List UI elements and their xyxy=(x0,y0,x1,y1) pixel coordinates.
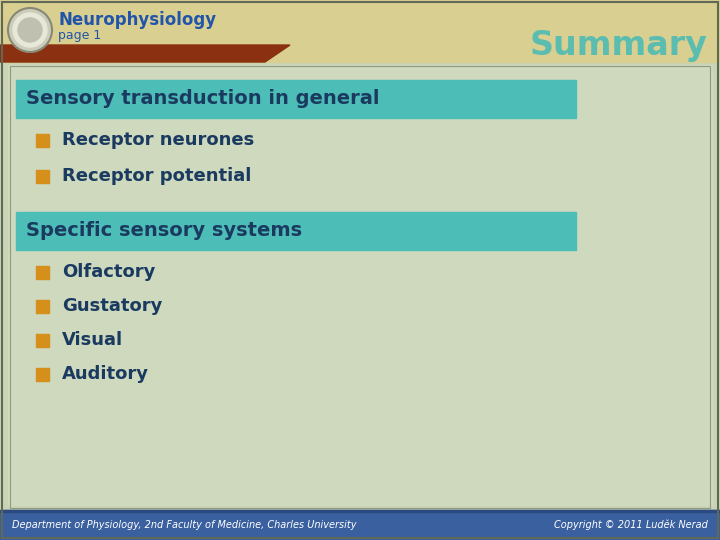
Text: page 1: page 1 xyxy=(58,30,102,43)
Text: Specific sensory systems: Specific sensory systems xyxy=(26,221,302,240)
Text: Copyright © 2011 Luděk Nerad: Copyright © 2011 Luděk Nerad xyxy=(554,519,708,530)
Bar xyxy=(0,510,720,511)
Text: Gustatory: Gustatory xyxy=(62,297,163,315)
Circle shape xyxy=(18,18,42,42)
Bar xyxy=(16,80,576,118)
Circle shape xyxy=(13,13,47,47)
Circle shape xyxy=(8,8,52,52)
Bar xyxy=(36,368,49,381)
Text: Sensory transduction in general: Sensory transduction in general xyxy=(26,90,379,109)
Bar xyxy=(0,510,720,540)
Text: Visual: Visual xyxy=(62,331,123,349)
Bar xyxy=(10,66,710,508)
Text: Department of Physiology, 2nd Faculty of Medicine, Charles University: Department of Physiology, 2nd Faculty of… xyxy=(12,520,356,530)
Text: Summary: Summary xyxy=(530,30,708,63)
Bar xyxy=(16,212,576,250)
Bar xyxy=(8,65,712,505)
Bar xyxy=(36,170,49,183)
Bar xyxy=(36,300,49,313)
Text: Neurophysiology: Neurophysiology xyxy=(58,11,216,29)
Text: Receptor neurones: Receptor neurones xyxy=(62,131,254,149)
Text: Auditory: Auditory xyxy=(62,365,149,383)
Polygon shape xyxy=(0,45,290,62)
Bar xyxy=(36,133,49,146)
Bar xyxy=(36,266,49,279)
Bar xyxy=(36,334,49,347)
Bar xyxy=(0,0,720,62)
Text: Olfactory: Olfactory xyxy=(62,263,156,281)
Text: Receptor potential: Receptor potential xyxy=(62,167,251,185)
